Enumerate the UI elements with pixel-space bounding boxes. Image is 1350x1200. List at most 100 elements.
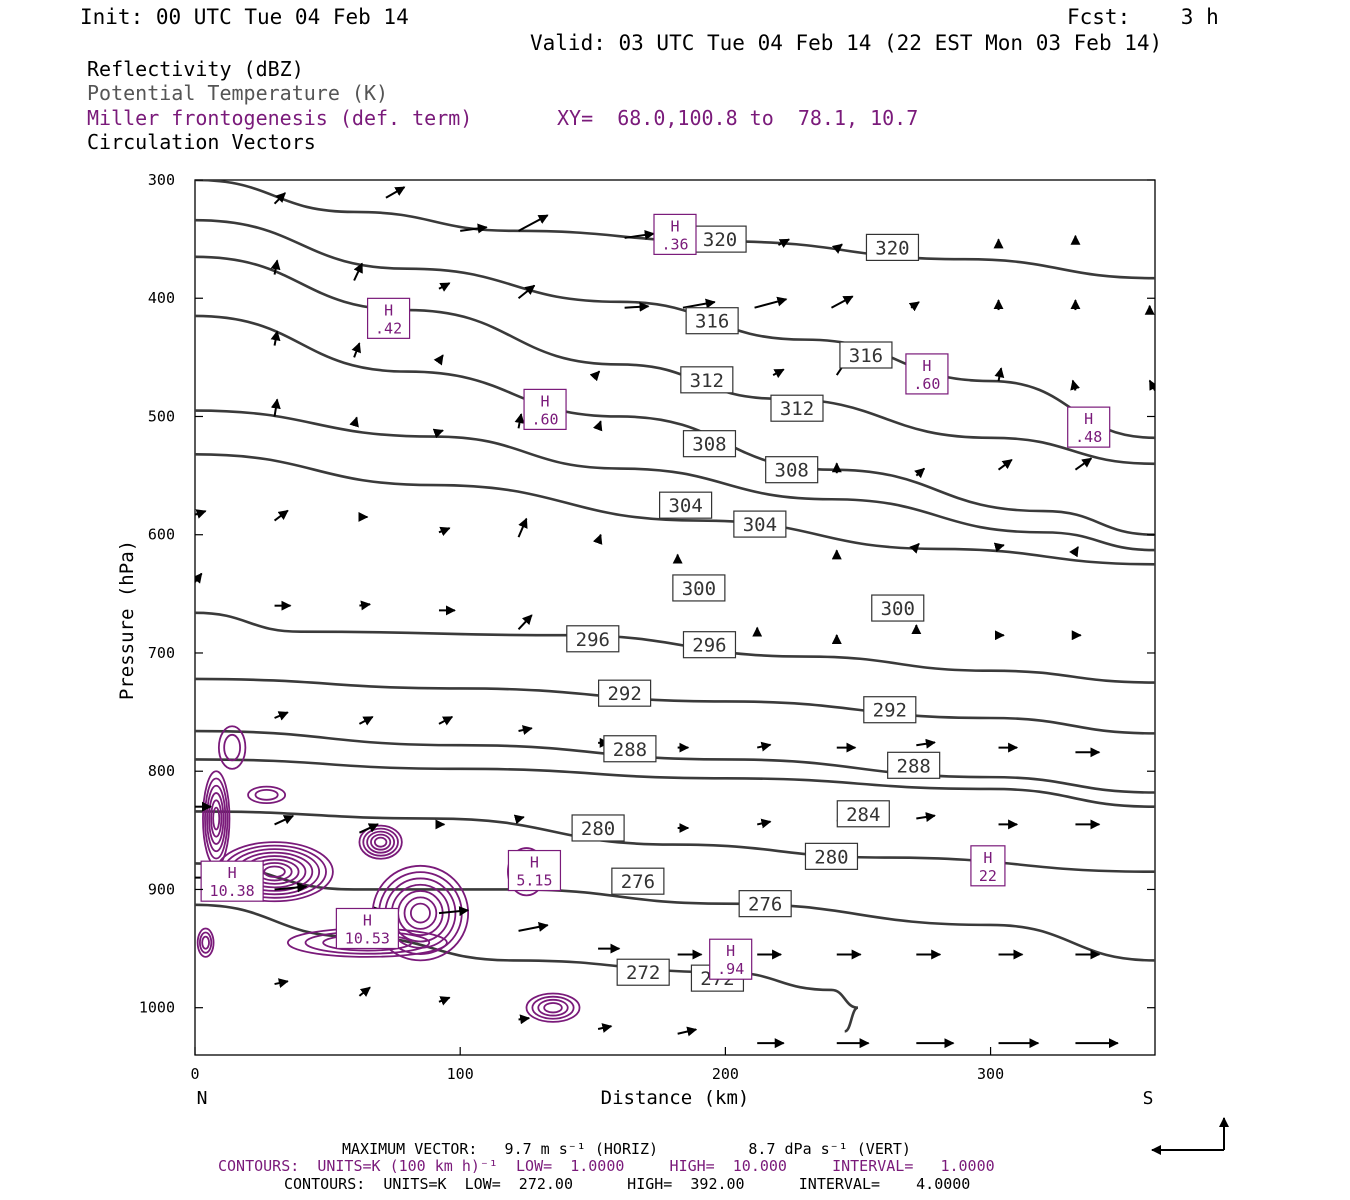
theta-label-box <box>871 594 925 622</box>
vector-arrow <box>359 600 372 611</box>
theta-contour-320 <box>195 180 1155 280</box>
vector-arrow <box>592 533 603 545</box>
valid-time: Valid: 03 UTC Tue 04 Feb 14 (22 EST Mon … <box>530 31 1163 55</box>
theta-label-box <box>598 679 652 707</box>
vector-arrow <box>754 296 788 309</box>
vector-arrow <box>274 815 295 826</box>
theta-contour-300 <box>195 453 1155 566</box>
vector-arrow <box>908 301 920 312</box>
fronto-contour <box>373 836 388 848</box>
theta-label: 284 <box>846 804 880 826</box>
fronto-contour <box>543 1002 563 1014</box>
vector-arrow <box>624 230 655 240</box>
maximum-marker: H <box>384 301 393 319</box>
fronto-contour <box>403 896 438 930</box>
theta-label-box <box>738 890 792 918</box>
vector-arrow <box>432 428 444 439</box>
vector-arrow <box>349 416 359 428</box>
theta-contour-308 <box>195 314 1155 537</box>
init-time: Init: 00 UTC Tue 04 Feb 14 <box>80 5 409 29</box>
theta-label-box <box>865 233 920 261</box>
maximum-value: .36 <box>661 235 688 253</box>
fronto-contour <box>204 777 229 860</box>
fronto-contour <box>212 806 221 831</box>
theta-label: 312 <box>780 398 814 420</box>
theta-label: 308 <box>692 434 726 456</box>
theta-label-box <box>836 800 890 828</box>
vector-arrow <box>682 298 716 309</box>
vector-arrow <box>518 1014 531 1025</box>
maximum-marker: H <box>541 392 550 410</box>
fronto-contour <box>201 935 210 950</box>
maximum-marker: H <box>983 849 992 867</box>
theta-label-box <box>603 735 657 763</box>
theta-label: 272 <box>626 962 660 984</box>
theta-label: 276 <box>621 871 655 893</box>
vector-arrow <box>438 996 451 1006</box>
vector-arrow <box>353 262 363 281</box>
legend-theta: Potential Temperature (K) <box>87 81 389 105</box>
vector-arrow <box>1074 457 1093 471</box>
theta-label-box <box>571 814 625 842</box>
theta-label: 296 <box>692 635 726 657</box>
maximum-value: 10.53 <box>345 929 390 947</box>
theta-label: 280 <box>814 846 848 868</box>
maximum-label-box <box>366 297 411 339</box>
maximum-value: 22 <box>979 867 997 885</box>
vector-arrow <box>677 1026 698 1037</box>
vector-arrow <box>270 259 281 275</box>
vector-arrow <box>916 812 936 822</box>
vector-arrow <box>460 223 488 234</box>
y-tick-label: 800 <box>148 762 175 780</box>
vector-arrow <box>831 243 843 254</box>
vector-arrow <box>997 458 1013 471</box>
vector-arrow <box>270 330 281 346</box>
vector-arrow <box>914 467 926 479</box>
vector-arrow <box>1070 379 1080 391</box>
theta-label: 276 <box>748 894 782 916</box>
y-tick-label: 300 <box>148 171 175 189</box>
fronto-contour <box>537 998 569 1017</box>
theta-label: 316 <box>849 345 883 367</box>
vector-arrow <box>514 413 525 429</box>
fronto-contour <box>196 927 215 958</box>
theta-contour-284 <box>195 758 1155 808</box>
y-axis-label: Pressure (hPa) <box>116 540 138 700</box>
vector-arrow <box>777 238 790 249</box>
theta-label-box <box>672 574 726 602</box>
maximum-value: 5.15 <box>516 872 552 890</box>
theta-contours <box>195 180 1155 1033</box>
maximum-marker: H <box>363 911 372 929</box>
vector-arrow <box>772 368 785 379</box>
maximum-marker: H <box>726 942 735 960</box>
vector-arrow <box>358 986 371 997</box>
theta-label-box <box>770 394 824 422</box>
vector-arrow <box>385 186 406 199</box>
y-tick-label: 900 <box>148 880 175 898</box>
maximum-value: .42 <box>375 319 402 337</box>
theta-label-box <box>765 456 819 484</box>
vector-arrow <box>592 420 603 432</box>
frontogenesis-maxima: H.36H.42H.60H.60H.48H10.38H5.15H10.53H.9… <box>200 213 1111 980</box>
fronto-contour <box>217 725 247 770</box>
theta-label: 300 <box>881 598 915 620</box>
right-end-label: S <box>1143 1088 1154 1109</box>
theta-label-box <box>863 696 917 724</box>
theta-contour-304 <box>195 409 1155 552</box>
theta-label: 288 <box>897 755 931 777</box>
left-end-label: N <box>197 1088 208 1109</box>
circulation-vectors <box>195 186 1155 1049</box>
theta-label: 296 <box>576 629 610 651</box>
maximum-label-box <box>523 388 567 430</box>
maximum-marker: H <box>670 217 679 235</box>
vector-arrow <box>274 978 289 988</box>
theta-label-box <box>887 751 941 779</box>
theta-label-box <box>693 225 747 253</box>
vector-arrow <box>993 542 1005 553</box>
maximum-label-box <box>905 353 949 395</box>
y-tick-label: 400 <box>148 289 175 307</box>
theta-label: 304 <box>743 514 777 536</box>
vector-arrow <box>589 370 601 382</box>
maximum-value: .60 <box>913 375 940 393</box>
